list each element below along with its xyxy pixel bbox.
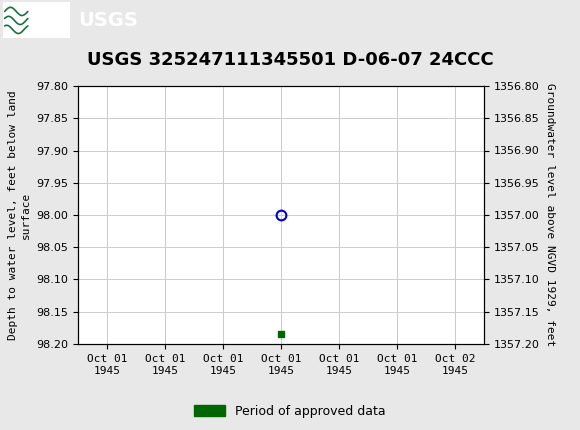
Y-axis label: Groundwater level above NGVD 1929, feet: Groundwater level above NGVD 1929, feet	[545, 83, 556, 347]
Y-axis label: Depth to water level, feet below land
surface: Depth to water level, feet below land su…	[8, 90, 31, 340]
Bar	[3, 3, 70, 38]
Text: USGS: USGS	[78, 11, 138, 30]
Text: USGS 325247111345501 D-06-07 24CCC: USGS 325247111345501 D-06-07 24CCC	[86, 51, 494, 69]
Legend: Period of approved data: Period of approved data	[190, 401, 390, 421]
